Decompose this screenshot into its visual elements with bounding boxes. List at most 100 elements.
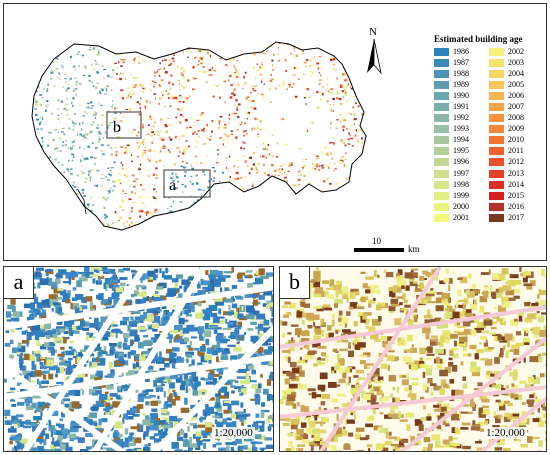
legend-item-1994: 1994: [434, 135, 490, 146]
legend-label: 2000: [453, 201, 469, 211]
legend-swatch: [489, 147, 504, 156]
legend-swatch: [489, 91, 504, 100]
legend-swatch: [434, 136, 449, 145]
legend-item-2010: 2010: [489, 135, 545, 146]
legend-swatch: [434, 125, 449, 134]
legend-swatch: [489, 191, 504, 200]
legend-item-2009: 2009: [489, 124, 545, 135]
legend-swatch: [489, 180, 504, 189]
legend-swatch: [489, 80, 504, 89]
legend-swatch: [489, 202, 504, 211]
legend-label: 2016: [508, 201, 524, 211]
detail-panel-a: a 1:20,000: [3, 266, 274, 452]
legend-label: 2012: [508, 157, 524, 167]
legend-label: 1991: [453, 102, 469, 112]
legend-label: 1995: [453, 146, 469, 156]
legend-swatch: [434, 213, 449, 222]
legend-swatch: [434, 191, 449, 200]
panel-a-letter: a: [4, 267, 34, 299]
legend-item-1987: 1987: [434, 57, 490, 68]
legend-label: 2010: [508, 135, 524, 145]
legend-swatch: [434, 58, 449, 67]
legend: Estimated building age 1986 1987 1988 1989 1…: [434, 34, 546, 259]
legend-item-2015: 2015: [489, 190, 545, 201]
legend-item-2003: 2003: [489, 57, 545, 68]
legend-swatch: [434, 114, 449, 123]
legend-label: 1990: [453, 90, 469, 100]
legend-swatch: [489, 47, 504, 56]
legend-label: 1992: [453, 113, 469, 123]
scale-unit: km: [408, 244, 420, 254]
legend-label: 2002: [508, 46, 524, 56]
legend-item-1999: 1999: [434, 190, 490, 201]
legend-swatch: [489, 136, 504, 145]
scale-value: 10: [372, 236, 381, 246]
legend-item-2001: 2001: [434, 212, 490, 223]
north-label: N: [369, 26, 377, 38]
legend-label: 2005: [508, 79, 524, 89]
legend-item-1998: 1998: [434, 179, 490, 190]
legend-item-2008: 2008: [489, 113, 545, 124]
legend-label: 2004: [508, 68, 524, 78]
legend-label: 2011: [508, 146, 524, 156]
legend-item-2014: 2014: [489, 179, 545, 190]
legend-item-2004: 2004: [489, 68, 545, 79]
legend-item-2000: 2000: [434, 201, 490, 212]
panel-b-letter: b: [280, 267, 310, 299]
legend-item-2016: 2016: [489, 201, 545, 212]
legend-label: 2007: [508, 102, 524, 112]
legend-label: 2003: [508, 57, 524, 67]
legend-swatch: [434, 80, 449, 89]
legend-label: 2008: [508, 113, 524, 123]
legend-item-1996: 1996: [434, 157, 490, 168]
legend-item-2011: 2011: [489, 146, 545, 157]
legend-item-1997: 1997: [434, 168, 490, 179]
legend-item-2007: 2007: [489, 101, 545, 112]
legend-label: 2006: [508, 90, 524, 100]
legend-column-2: 2002 2003 2004 2005 2006 2007 2008 2009 2010 2011…: [489, 46, 545, 224]
legend-item-2005: 2005: [489, 79, 545, 90]
legend-swatch: [434, 180, 449, 189]
legend-item-1989: 1989: [434, 79, 490, 90]
legend-item-2006: 2006: [489, 90, 545, 101]
panel-b-scale: 1:20,000: [484, 427, 527, 439]
legend-label: 1997: [453, 168, 469, 178]
legend-item-2012: 2012: [489, 157, 545, 168]
legend-swatch: [489, 213, 504, 222]
legend-swatch: [434, 69, 449, 78]
north-arrow: N: [364, 26, 386, 76]
legend-swatch: [489, 58, 504, 67]
legend-swatch: [434, 158, 449, 167]
legend-swatch: [489, 169, 504, 178]
legend-item-1990: 1990: [434, 90, 490, 101]
inset-box-b[interactable]: [106, 111, 142, 139]
legend-swatch: [489, 69, 504, 78]
legend-swatch: [489, 158, 504, 167]
legend-item-1993: 1993: [434, 124, 490, 135]
legend-item-1986: 1986: [434, 46, 490, 57]
legend-label: 2014: [508, 179, 524, 189]
scale-bar-line: [354, 248, 404, 252]
legend-swatch: [434, 169, 449, 178]
legend-label: 2015: [508, 190, 524, 200]
legend-label: 2017: [508, 212, 524, 222]
detail-map-a: [4, 267, 273, 451]
legend-label: 2013: [508, 168, 524, 178]
legend-label: 1987: [453, 57, 469, 67]
legend-swatch: [489, 103, 504, 112]
legend-label: 2009: [508, 124, 524, 134]
legend-label: 1986: [453, 46, 469, 56]
legend-swatch: [434, 103, 449, 112]
coastline-detail: [77, 189, 87, 215]
inset-box-a[interactable]: [163, 169, 211, 198]
detail-map-b: [280, 267, 546, 451]
overview-map: b a N 10 km Estimated building age 1986 1…: [3, 3, 547, 261]
legend-column-1: 1986 1987 1988 1989 1990 1991 1992 1993 1994 1995…: [434, 46, 490, 224]
north-arrow-icon: [367, 39, 382, 75]
legend-title: Estimated building age: [434, 34, 523, 44]
legend-label: 2001: [453, 212, 469, 222]
legend-swatch: [434, 47, 449, 56]
legend-swatch: [489, 125, 504, 134]
legend-item-2002: 2002: [489, 46, 545, 57]
legend-item-1988: 1988: [434, 68, 490, 79]
